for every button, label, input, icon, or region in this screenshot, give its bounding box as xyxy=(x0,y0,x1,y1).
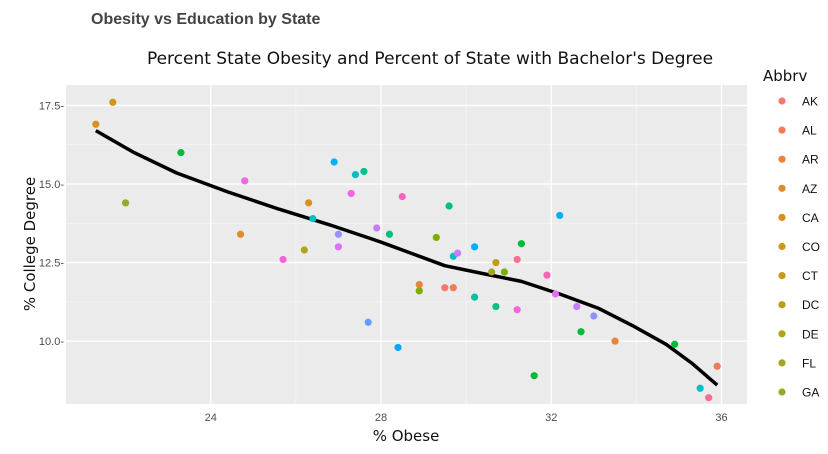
trend-line xyxy=(94,129,719,387)
plot-panel xyxy=(66,85,747,404)
legend-label: AL xyxy=(802,124,817,138)
data-point xyxy=(334,230,342,238)
data-point xyxy=(590,312,598,320)
legend-swatch xyxy=(778,359,786,367)
y-axis-label: % College Degree xyxy=(21,177,39,311)
data-point xyxy=(279,255,287,264)
data-point xyxy=(492,258,500,267)
points-layer xyxy=(92,98,721,402)
legend-swatch xyxy=(778,388,786,396)
legend-label: CO xyxy=(802,240,820,254)
data-point xyxy=(713,362,721,370)
data-point xyxy=(109,98,117,106)
data-point xyxy=(415,280,423,289)
legend-swatch xyxy=(778,213,786,221)
data-point xyxy=(513,255,521,264)
legend-swatch xyxy=(778,242,786,251)
data-point xyxy=(471,293,479,301)
legend-title: Abbrv xyxy=(763,67,807,85)
data-point xyxy=(513,306,521,314)
data-point xyxy=(671,340,679,348)
data-point xyxy=(500,268,508,276)
legend-swatch xyxy=(778,272,786,280)
data-point xyxy=(488,268,496,276)
legend-label: AZ xyxy=(802,182,817,196)
data-point xyxy=(415,287,423,295)
data-point xyxy=(305,199,313,207)
legend-label: DC xyxy=(802,298,820,312)
y-tick-label: 10.0- xyxy=(39,336,64,348)
y-tick-label: 15.0- xyxy=(39,179,64,191)
data-point xyxy=(334,243,342,251)
y-tick-label: 12.5- xyxy=(39,258,64,270)
legend-swatch xyxy=(778,97,786,105)
data-point xyxy=(177,148,185,157)
data-point xyxy=(398,192,406,201)
data-point xyxy=(556,211,564,220)
data-point xyxy=(236,230,245,238)
legend-label: GA xyxy=(802,386,819,400)
data-point xyxy=(364,318,372,326)
legend-swatch xyxy=(778,301,786,309)
page-title: Obesity vs Education by State xyxy=(91,11,321,28)
legend-label: FL xyxy=(802,356,816,370)
legend: AK AL AR AZ CA CO CT DC DE FL GA xyxy=(778,95,820,400)
legend-label: AR xyxy=(802,153,819,167)
legend-label: DE xyxy=(802,327,819,341)
chart-title: Percent State Obesity and Percent of Sta… xyxy=(147,49,713,69)
x-tick-label: 36 xyxy=(715,412,727,424)
data-point xyxy=(445,202,453,210)
legend-swatch xyxy=(778,184,786,192)
data-point xyxy=(471,243,479,251)
y-axis-ticks: 10.0- 12.5- 15.0- 17.5- xyxy=(39,100,64,348)
x-axis-ticks: 24 28 32 36 xyxy=(205,412,728,424)
data-point xyxy=(543,271,551,279)
data-point xyxy=(385,230,394,238)
data-point xyxy=(351,170,360,179)
data-point xyxy=(300,246,308,254)
data-point xyxy=(492,302,500,311)
x-tick-label: 32 xyxy=(545,412,557,424)
data-point xyxy=(577,328,585,336)
x-tick-label: 28 xyxy=(375,412,387,424)
data-point xyxy=(530,372,538,380)
data-point xyxy=(330,158,338,166)
data-point xyxy=(573,302,581,311)
data-point xyxy=(551,290,560,298)
data-point xyxy=(360,167,368,176)
data-point xyxy=(449,284,457,292)
legend-label: CT xyxy=(802,269,819,283)
legend-swatch xyxy=(778,126,786,134)
data-point xyxy=(432,233,440,242)
trend-layer xyxy=(94,129,719,387)
data-point xyxy=(705,394,713,402)
legend-swatch xyxy=(778,330,786,338)
data-point xyxy=(373,224,381,232)
legend-label: CA xyxy=(802,211,819,225)
data-point xyxy=(92,120,100,128)
data-point xyxy=(453,249,462,257)
x-axis-label: % Obese xyxy=(373,427,440,445)
data-point xyxy=(309,214,317,223)
grid-lines xyxy=(66,85,747,404)
y-tick-label: 17.5- xyxy=(39,100,64,112)
data-point xyxy=(441,284,449,292)
data-point xyxy=(394,343,402,352)
data-point xyxy=(347,189,355,198)
data-point xyxy=(121,199,130,207)
x-tick-label: 24 xyxy=(205,412,217,424)
legend-swatch xyxy=(778,155,786,163)
data-point xyxy=(517,240,526,248)
legend-label: AK xyxy=(802,95,818,109)
data-point xyxy=(611,337,619,345)
data-point xyxy=(241,177,249,185)
data-point xyxy=(696,384,704,392)
